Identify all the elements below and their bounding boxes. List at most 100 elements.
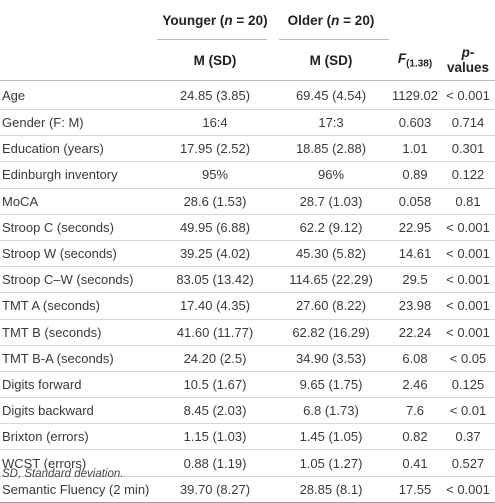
younger-value: 83.05 (13.42) [157, 266, 273, 294]
f-value: 2.46 [389, 371, 441, 399]
older-value: 18.85 (2.88) [273, 135, 389, 163]
p-value: 0.301 [441, 135, 495, 163]
header-empty-cell [389, 0, 441, 40]
row-label: Age [0, 80, 157, 110]
header-f-statistic: F(1.38) [389, 40, 441, 81]
older-value: 34.90 (3.53) [273, 345, 389, 372]
table-row: Stroop W (seconds) 39.25 (4.02) 45.30 (5.8… [0, 240, 495, 268]
table-header: Younger (n = 20) Older (n = 20) M (SD) M… [0, 0, 495, 81]
f-value: 14.61 [389, 240, 441, 268]
table-row: TMT B-A (seconds) 24.20 (2.5) 34.90 (3.53)… [0, 345, 495, 372]
header-empty-cell [0, 40, 157, 81]
younger-count: = 20) [232, 12, 268, 28]
younger-value: 24.85 (3.85) [157, 80, 273, 110]
f-value: 29.5 [389, 266, 441, 294]
header-p-values: p-values [441, 40, 495, 81]
row-label: Digits backward [0, 397, 157, 425]
younger-underline [157, 39, 267, 40]
header-msd-younger: M (SD) [157, 40, 273, 81]
younger-n-symbol: n [224, 12, 233, 28]
f-value: 0.603 [389, 109, 441, 137]
p-value: 0.122 [441, 161, 495, 189]
younger-value: 49.95 (6.88) [157, 214, 273, 241]
table-row: Digits forward 10.5 (1.67) 9.65 (1.75) 2.46… [0, 371, 495, 399]
younger-value: 8.45 (2.03) [157, 397, 273, 425]
f-value: 0.41 [389, 449, 441, 477]
younger-label: Younger ( [162, 12, 225, 28]
p-value: < 0.001 [441, 80, 495, 110]
header-msd-older: M (SD) [273, 40, 389, 81]
table-row: MoCA 28.6 (1.53) 28.7 (1.03) 0.058 0.81 [0, 188, 495, 215]
table-row: Edinburgh inventory 95% 96% 0.89 0.122 [0, 161, 495, 189]
younger-value: 95% [157, 161, 273, 189]
table-row: Education (years) 17.95 (2.52) 18.85 (2.88… [0, 135, 495, 163]
table-row: Stroop C–W (seconds) 83.05 (13.42) 114.65 … [0, 266, 495, 294]
p-suffix: -values [446, 45, 490, 75]
table-row: Gender (F: M) 16:4 17:3 0.603 0.714 [0, 109, 495, 137]
row-label: Edinburgh inventory [0, 161, 157, 189]
older-value: 45.30 (5.82) [273, 240, 389, 268]
row-label: WCST (errors) [0, 449, 157, 477]
younger-value: 17.40 (4.35) [157, 292, 273, 320]
p-value: < 0.001 [441, 266, 495, 294]
younger-value: 39.70 (8.27) [157, 476, 273, 503]
younger-value: 10.5 (1.67) [157, 371, 273, 399]
p-label: p [461, 45, 470, 60]
f-subscript: (1.38) [406, 58, 433, 70]
row-label: TMT B (seconds) [0, 319, 157, 346]
older-value: 28.7 (1.03) [273, 188, 389, 215]
f-value: 0.89 [389, 161, 441, 189]
row-label: Stroop C (seconds) [0, 214, 157, 241]
older-value: 69.45 (4.54) [273, 80, 389, 110]
older-value: 62.2 (9.12) [273, 214, 389, 241]
p-value: 0.37 [441, 423, 495, 451]
older-value: 9.65 (1.75) [273, 371, 389, 399]
younger-value: 28.6 (1.53) [157, 188, 273, 215]
older-value: 62.82 (16.29) [273, 319, 389, 346]
older-value: 28.85 (8.1) [273, 476, 389, 503]
row-label: Digits forward [0, 371, 157, 399]
row-label: Education (years) [0, 135, 157, 163]
table-row: TMT B (seconds) 41.60 (11.77) 62.82 (16.29… [0, 319, 495, 346]
younger-value: 24.20 (2.5) [157, 345, 273, 372]
row-label: Brixton (errors) [0, 423, 157, 451]
f-value: 17.55 [389, 476, 441, 503]
header-row-groups: Younger (n = 20) Older (n = 20) [0, 0, 495, 40]
p-value: < 0.001 [441, 214, 495, 241]
f-label: F [397, 50, 407, 66]
older-underline [279, 39, 389, 40]
f-value: 0.82 [389, 423, 441, 451]
table-row: Brixton (errors) 1.15 (1.03) 1.45 (1.05) 0.… [0, 423, 495, 451]
p-value: 0.527 [441, 449, 495, 477]
f-value: 22.95 [389, 214, 441, 241]
table-body: Age 24.85 (3.85) 69.45 (4.54) 1129.02 < 0.00… [0, 80, 495, 503]
header-empty-cell [0, 0, 157, 40]
f-value: 1.01 [389, 135, 441, 163]
p-value: < 0.01 [441, 397, 495, 425]
younger-value: 1.15 (1.03) [157, 423, 273, 451]
footnote: SD, Standard deviation. [2, 468, 124, 480]
row-label: TMT B-A (seconds) [0, 345, 157, 372]
older-n-symbol: n [331, 12, 340, 28]
table-row: Stroop C (seconds) 49.95 (6.88) 62.2 (9.12… [0, 214, 495, 241]
row-label: Stroop C–W (seconds) [0, 266, 157, 294]
row-label: Semantic Fluency (2 min) [0, 476, 157, 503]
older-value: 1.05 (1.27) [273, 449, 389, 477]
f-value: 6.08 [389, 345, 441, 372]
f-value: 1129.02 [389, 80, 441, 110]
row-label: Stroop W (seconds) [0, 240, 157, 268]
p-value: < 0.001 [441, 292, 495, 320]
older-count: = 20) [339, 12, 375, 28]
table-row: Semantic Fluency (2 min) 39.70 (8.27) 28.8… [0, 476, 495, 503]
p-value: 0.125 [441, 371, 495, 399]
p-value: < 0.001 [441, 240, 495, 268]
header-empty-cell [441, 0, 495, 40]
f-value: 7.6 [389, 397, 441, 425]
row-label: MoCA [0, 188, 157, 215]
f-value: 0.058 [389, 188, 441, 215]
table-row: TMT A (seconds) 17.40 (4.35) 27.60 (8.22) 2… [0, 292, 495, 320]
p-value: < 0.001 [441, 319, 495, 346]
f-value: 23.98 [389, 292, 441, 320]
older-label: Older ( [287, 12, 332, 28]
younger-value: 41.60 (11.77) [157, 319, 273, 346]
